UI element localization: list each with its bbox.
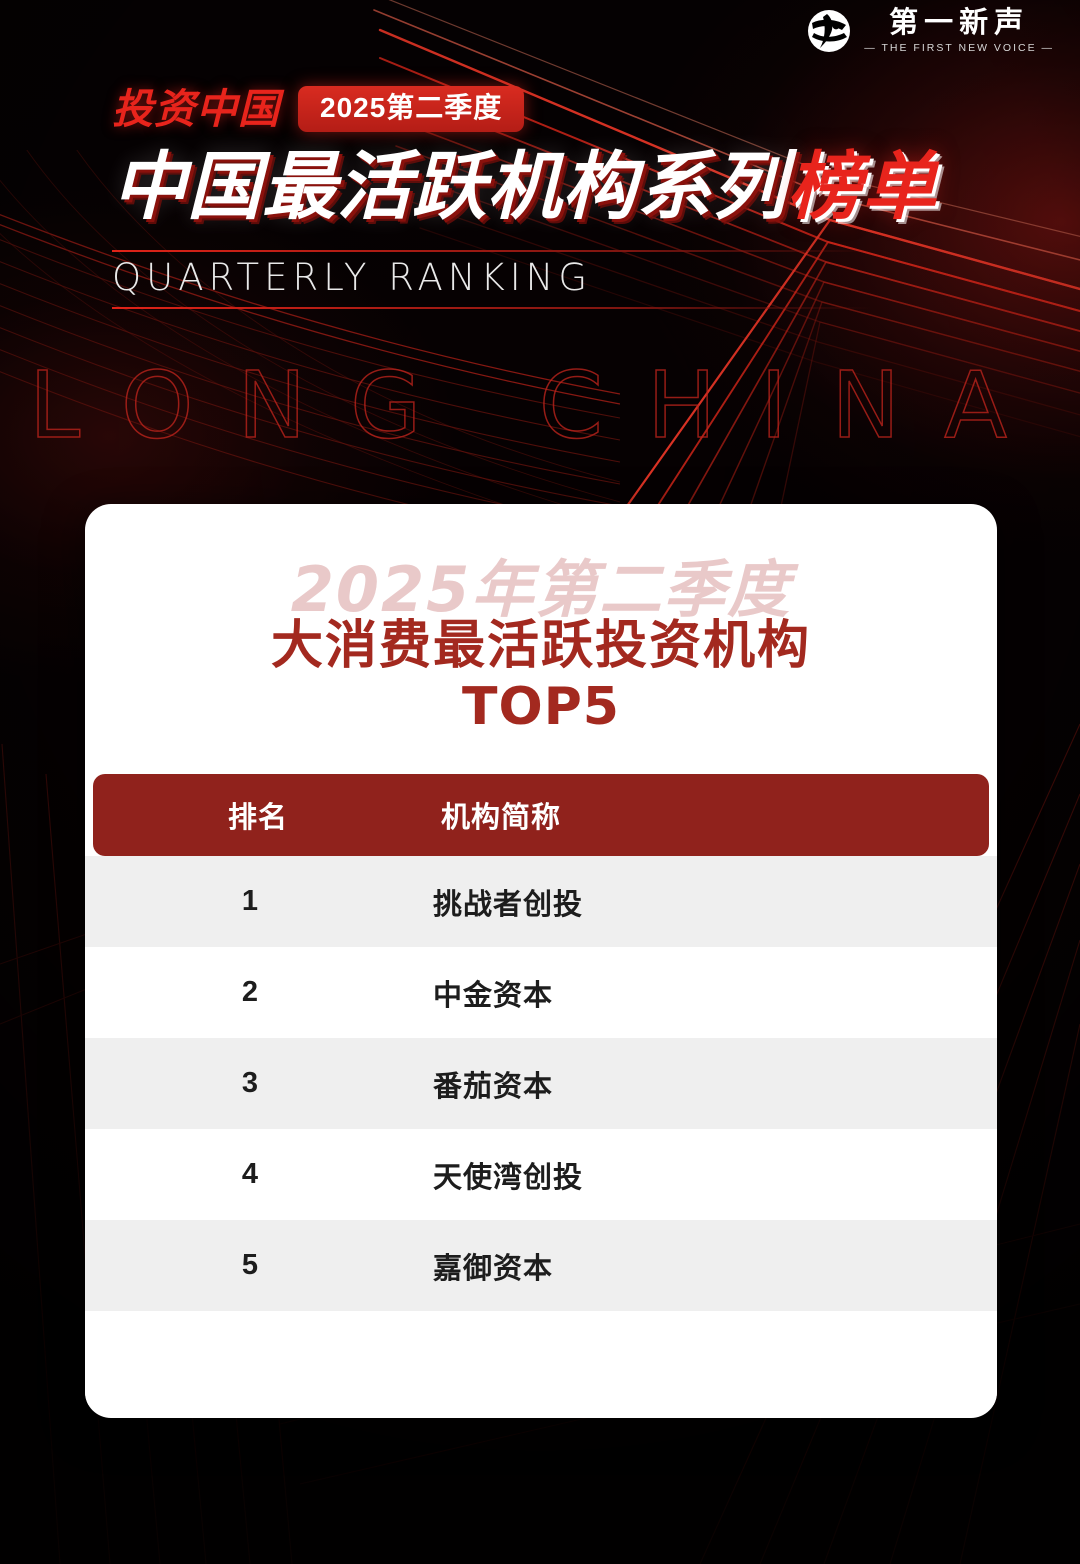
rule-bottom bbox=[112, 306, 872, 309]
card-title-line2: TOP5 bbox=[462, 677, 620, 738]
cell-rank: 3 bbox=[241, 1067, 259, 1099]
cell-rank: 5 bbox=[241, 1249, 259, 1281]
title-block: 投资中国 2025第二季度 中国最活跃机构系列榜单 QUARTERLY RANK… bbox=[112, 86, 972, 309]
cell-name: 挑战者创投 bbox=[433, 888, 584, 921]
watermark-long-china: LONG CHINA bbox=[28, 352, 1052, 459]
brand-text: 第一新声 — THE FIRST NEW VOICE — bbox=[864, 7, 1054, 54]
card-footer-space bbox=[85, 1311, 997, 1405]
column-header-name: 机构简称 bbox=[441, 802, 562, 834]
subtitle-en: QUARTERLY RANKING bbox=[112, 256, 593, 299]
cell-name: 番茄资本 bbox=[433, 1070, 554, 1103]
brand-name-en: — THE FIRST NEW VOICE — bbox=[864, 41, 1054, 54]
main-title: 中国最活跃机构系列榜单 bbox=[112, 150, 972, 224]
ranking-table: 排名 机构简称 1 挑战者创投 2 中金资本 3 番茄资本 4 天使湾创投 5 … bbox=[85, 774, 997, 1405]
cell-rank: 2 bbox=[241, 976, 259, 1008]
ghost-year-text: 2025年第二季度 bbox=[290, 553, 792, 626]
card-title: 大消费最活跃投资机构 TOP5 bbox=[85, 616, 997, 739]
card-header: 2025年第二季度 大消费最活跃投资机构 TOP5 bbox=[85, 504, 997, 774]
kicker-row: 投资中国 2025第二季度 bbox=[112, 86, 972, 132]
table-row[interactable]: 2 中金资本 bbox=[85, 947, 997, 1038]
table-row[interactable]: 3 番茄资本 bbox=[85, 1038, 997, 1129]
cell-rank: 4 bbox=[241, 1158, 259, 1190]
cell-rank: 1 bbox=[241, 885, 259, 917]
table-header-row: 排名 机构简称 bbox=[93, 774, 989, 856]
ranking-card: 2025年第二季度 大消费最活跃投资机构 TOP5 排名 机构简称 1 挑战者创… bbox=[85, 504, 997, 1418]
brand-logo: 第一新声 — THE FIRST NEW VOICE — bbox=[806, 8, 1054, 54]
column-header-rank: 排名 bbox=[227, 802, 288, 834]
table-row[interactable]: 4 天使湾创投 bbox=[85, 1129, 997, 1220]
table-row[interactable]: 5 嘉御资本 bbox=[85, 1220, 997, 1311]
table-row[interactable]: 1 挑战者创投 bbox=[85, 856, 997, 947]
cell-name: 天使湾创投 bbox=[433, 1161, 584, 1194]
kicker-logo: 投资中国 bbox=[112, 84, 280, 133]
main-title-white: 中国最活跃机构系列 bbox=[112, 144, 787, 230]
cell-name: 嘉御资本 bbox=[433, 1252, 554, 1285]
cell-name: 中金资本 bbox=[433, 979, 554, 1012]
card-title-line1: 大消费最活跃投资机构 bbox=[270, 616, 811, 676]
subtitle-block: QUARTERLY RANKING bbox=[112, 250, 872, 309]
quarter-badge: 2025第二季度 bbox=[298, 86, 525, 132]
rule-top bbox=[112, 250, 872, 252]
globe-swoosh-icon bbox=[808, 10, 851, 52]
brand-name-cn: 第一新声 bbox=[889, 7, 1030, 40]
main-title-red: 榜单 bbox=[787, 144, 937, 230]
